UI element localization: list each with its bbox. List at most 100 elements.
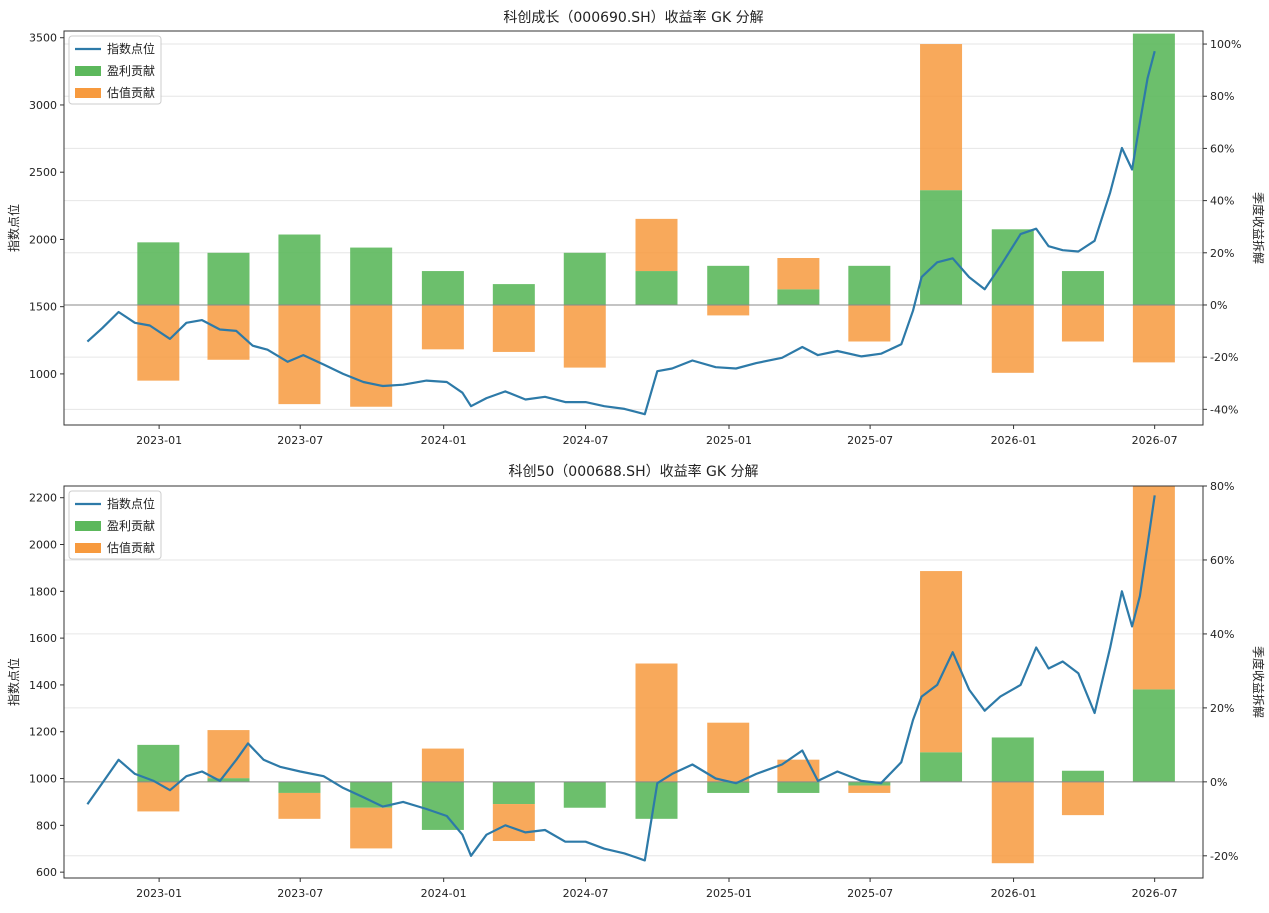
legend-label: 估值贡献 xyxy=(107,540,155,555)
earnings-bar xyxy=(278,234,321,305)
y-left-tick-label: 2000 xyxy=(29,539,57,552)
earnings-bar xyxy=(563,252,606,305)
y-right-tick-label: 0% xyxy=(1210,776,1227,789)
chart-title: 科创成长（000690.SH）收益率 GK 分解 xyxy=(503,9,763,26)
plot-frame xyxy=(63,30,1204,426)
y-right-tick-label: -20% xyxy=(1210,351,1238,364)
valuation-bar xyxy=(492,304,535,352)
x-tick-label: 2024-07 xyxy=(563,434,609,447)
y-left-tick-label: 600 xyxy=(36,866,57,879)
valuation-bar xyxy=(421,304,464,350)
x-tick-label: 2023-07 xyxy=(277,434,323,447)
legend-label: 指数点位 xyxy=(107,41,155,56)
legend-label: 盈利贡献 xyxy=(107,518,155,533)
y-left-tick-label: 3500 xyxy=(29,32,57,45)
earnings-bar xyxy=(991,737,1034,782)
x-tick-label: 2025-07 xyxy=(847,434,893,447)
y-left-tick-label: 1600 xyxy=(29,632,57,645)
x-tick-label: 2026-01 xyxy=(991,887,1037,900)
legend-label: 指数点位 xyxy=(107,496,155,511)
y-left-tick-label: 2500 xyxy=(29,166,57,179)
y-left-axis-label: 指数点位 xyxy=(6,658,21,706)
valuation-bar xyxy=(278,792,321,819)
valuation-bar xyxy=(1061,781,1104,816)
earnings-bar xyxy=(350,247,393,305)
earnings-bar xyxy=(777,781,820,793)
valuation-bar xyxy=(635,663,678,782)
y-left-tick-label: 1800 xyxy=(29,585,57,598)
valuation-bar xyxy=(777,258,820,290)
earnings-bar xyxy=(635,271,678,305)
valuation-bar xyxy=(1132,486,1175,690)
earnings-bar xyxy=(920,752,963,782)
valuation-bar xyxy=(991,304,1034,373)
y-right-tick-label: 20% xyxy=(1210,247,1234,260)
legend-label: 盈利贡献 xyxy=(107,63,155,78)
valuation-bar xyxy=(1132,304,1175,363)
earnings-bar xyxy=(492,781,535,805)
y-right-tick-label: -20% xyxy=(1210,850,1238,863)
valuation-bar xyxy=(920,44,963,191)
y-right-tick-label: 60% xyxy=(1210,554,1234,567)
x-tick-label: 2026-07 xyxy=(1132,434,1178,447)
valuation-bar xyxy=(991,781,1034,864)
y-right-tick-label: 40% xyxy=(1210,628,1234,641)
valuation-bar xyxy=(563,304,606,368)
y-left-tick-label: 2200 xyxy=(29,492,57,505)
index-line xyxy=(86,50,1156,416)
earnings-bar xyxy=(1132,33,1175,305)
y-left-tick-label: 2000 xyxy=(29,233,57,246)
valuation-bar xyxy=(278,304,321,405)
legend-box xyxy=(68,35,162,105)
valuation-bar xyxy=(421,748,464,782)
earnings-bar xyxy=(1061,770,1104,782)
earnings-bar xyxy=(421,271,464,305)
y-right-tick-label: -40% xyxy=(1210,403,1238,416)
y-right-tick-label: 80% xyxy=(1210,480,1234,493)
earnings-bar xyxy=(207,252,250,305)
x-tick-label: 2025-01 xyxy=(706,434,752,447)
y-right-tick-label: 100% xyxy=(1210,38,1241,51)
earnings-bar xyxy=(707,781,750,793)
x-tick-label: 2026-01 xyxy=(991,434,1037,447)
y-left-axis-label: 指数点位 xyxy=(6,204,21,252)
earnings-bar xyxy=(421,781,464,830)
x-tick-label: 2024-07 xyxy=(563,887,609,900)
plot-frame xyxy=(63,485,1204,879)
earnings-bar xyxy=(137,242,180,305)
y-left-tick-label: 3000 xyxy=(29,99,57,112)
valuation-bar xyxy=(848,304,891,342)
y-right-axis-label: 季度收益拆解 xyxy=(1251,192,1266,264)
valuation-bar xyxy=(350,304,393,407)
earnings-bar xyxy=(848,265,891,305)
y-right-tick-label: 0% xyxy=(1210,299,1227,312)
y-left-tick-label: 1500 xyxy=(29,301,57,314)
chart-panel-top: 1000 1500 2000 2500 3000 3500 -40% -20% 0% 20% 40%… xyxy=(6,9,1266,447)
valuation-bar xyxy=(137,304,180,381)
y-left-tick-label: 1400 xyxy=(29,679,57,692)
y-left-tick-label: 1000 xyxy=(29,368,57,381)
earnings-bar xyxy=(848,781,891,786)
x-tick-label: 2023-07 xyxy=(277,887,323,900)
earnings-bar xyxy=(1132,689,1175,782)
y-right-tick-label: 40% xyxy=(1210,195,1234,208)
valuation-bar xyxy=(848,785,891,793)
x-tick-label: 2025-01 xyxy=(706,887,752,900)
valuation-bar xyxy=(207,304,250,360)
earnings-bar xyxy=(492,284,535,305)
valuation-bar xyxy=(1061,304,1104,342)
earnings-bar xyxy=(278,781,321,793)
chart-panel-bottom: 600 800 1000 1200 1400 1600 1800 2000 2200 -20% 0%… xyxy=(6,463,1266,900)
legend-bar-swatch xyxy=(75,66,101,76)
y-right-tick-label: 80% xyxy=(1210,90,1234,103)
y-left-tick-label: 1000 xyxy=(29,773,57,786)
legend-bar-swatch xyxy=(75,521,101,531)
x-tick-label: 2024-01 xyxy=(421,887,467,900)
earnings-bar xyxy=(707,265,750,305)
earnings-bar xyxy=(777,289,820,305)
index-line xyxy=(86,495,1156,862)
chart-title: 科创50（000688.SH）收益率 GK 分解 xyxy=(508,463,758,480)
legend-label: 估值贡献 xyxy=(107,85,155,100)
